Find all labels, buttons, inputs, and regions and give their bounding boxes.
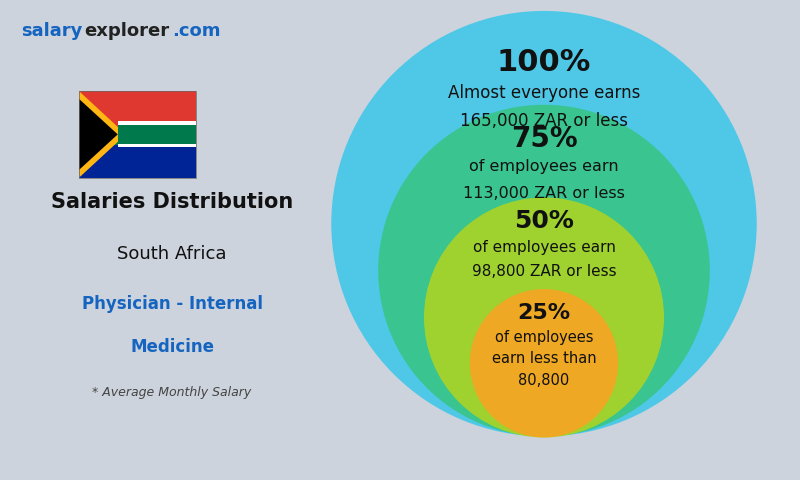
- Text: Medicine: Medicine: [130, 338, 214, 356]
- Text: 165,000 ZAR or less: 165,000 ZAR or less: [460, 112, 628, 130]
- FancyBboxPatch shape: [118, 144, 196, 147]
- FancyBboxPatch shape: [118, 124, 196, 145]
- Text: explorer: explorer: [84, 22, 170, 40]
- Text: * Average Monthly Salary: * Average Monthly Salary: [92, 386, 252, 399]
- Circle shape: [470, 289, 618, 437]
- Text: .com: .com: [172, 22, 221, 40]
- Text: 25%: 25%: [518, 303, 570, 323]
- Text: 113,000 ZAR or less: 113,000 ZAR or less: [463, 186, 625, 201]
- FancyBboxPatch shape: [118, 121, 196, 125]
- Polygon shape: [79, 99, 118, 170]
- FancyBboxPatch shape: [79, 145, 196, 178]
- Text: of employees earn: of employees earn: [473, 240, 615, 255]
- Text: salary: salary: [21, 22, 82, 40]
- Text: 75%: 75%: [510, 124, 578, 153]
- Text: 100%: 100%: [497, 48, 591, 77]
- Text: Almost everyone earns: Almost everyone earns: [448, 84, 640, 102]
- Polygon shape: [79, 91, 126, 178]
- Text: of employees: of employees: [494, 330, 594, 345]
- Text: South Africa: South Africa: [118, 245, 226, 263]
- Text: Physician - Internal: Physician - Internal: [82, 295, 262, 313]
- Circle shape: [331, 11, 757, 436]
- Text: Salaries Distribution: Salaries Distribution: [51, 192, 293, 212]
- FancyBboxPatch shape: [79, 134, 196, 145]
- Circle shape: [424, 197, 664, 437]
- Text: of employees earn: of employees earn: [469, 159, 619, 174]
- Text: 50%: 50%: [514, 209, 574, 233]
- Text: 80,800: 80,800: [518, 373, 570, 388]
- Text: earn less than: earn less than: [492, 351, 596, 366]
- FancyBboxPatch shape: [79, 91, 196, 134]
- Circle shape: [378, 105, 710, 436]
- Text: 98,800 ZAR or less: 98,800 ZAR or less: [472, 264, 616, 279]
